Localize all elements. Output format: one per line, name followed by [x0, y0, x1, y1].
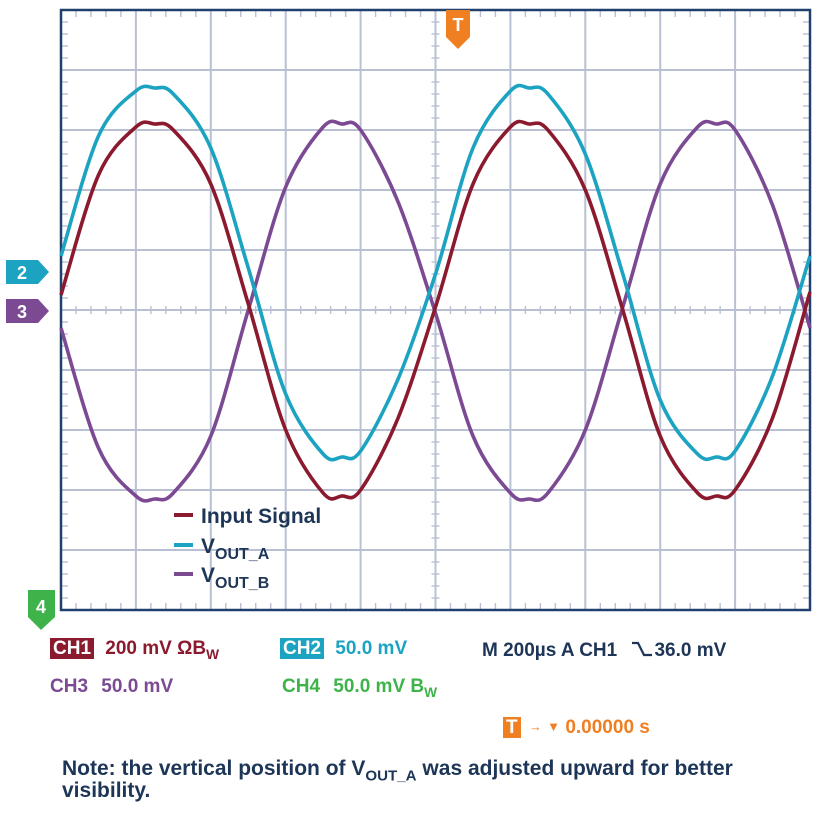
trigger-time-badge: T	[503, 717, 521, 738]
ch4-readout: CH4 50.0 mV BW	[282, 676, 437, 699]
arrow-right-icon: →	[528, 719, 542, 734]
ch3-readout: CH3 50.0 mV	[50, 677, 173, 696]
trigger-time: 0.00000 s	[565, 717, 650, 738]
ch1-bandwidth-sub: W	[206, 646, 219, 662]
trace-input-signal	[59, 119, 812, 501]
figure-note: Note: the vertical position of VOUT_A wa…	[62, 758, 812, 802]
ch4-setting: 50.0 mV B	[333, 676, 425, 697]
note-subscript: OUT_A	[365, 767, 417, 785]
ch3-label: CH3	[50, 676, 89, 697]
ch2-badge: CH2	[280, 638, 325, 659]
ch1-readout: CH1 200 mV ΩBW	[50, 638, 219, 662]
ch1-setting: 200 mV ΩB	[105, 638, 207, 659]
triangle-down-icon: ▼	[547, 719, 561, 734]
trigger-position-marker[interactable]: T	[446, 10, 470, 49]
legend-label-vouta: VOUT_A	[201, 535, 270, 563]
timebase-setting: M 200µs A CH1	[482, 640, 618, 661]
trigger-level: 36.0 mV	[654, 640, 727, 661]
legend-label-voutb: VOUT_B	[201, 564, 269, 592]
plot-frame	[59, 8, 812, 612]
ch2-readout: CH2 50.0 mV	[280, 638, 407, 659]
ch3-marker-label: 3	[17, 302, 27, 322]
trace-vout-a	[59, 83, 812, 462]
ch2-level-marker[interactable]: 2	[6, 260, 49, 284]
ch2-marker-label: 2	[17, 263, 27, 283]
ch3-setting: 50.0 mV	[101, 676, 174, 697]
ch4-bandwidth-sub: W	[424, 684, 438, 700]
falling-edge-icon	[632, 641, 653, 657]
ch3-level-marker[interactable]: 3	[6, 299, 49, 323]
traces	[59, 83, 812, 503]
ch4-label: CH4	[282, 676, 321, 697]
ch4-marker-label: 4	[36, 597, 46, 617]
ch2-setting: 50.0 mV	[335, 638, 408, 659]
legend: Input Signal VOUT_A VOUT_B	[174, 505, 321, 592]
note-text-a: Note: the vertical position of V	[62, 757, 366, 780]
oscilloscope-display: Input Signal VOUT_A VOUT_B T 2 3 4	[6, 8, 812, 630]
ch4-level-marker[interactable]: 4	[28, 590, 55, 630]
note-text-b: was adjusted upward for better visibilit…	[62, 757, 733, 802]
trigger-time-readout: T → ▼ 0.00000 s	[503, 717, 650, 738]
trace-vout-b	[59, 119, 812, 503]
legend-label-input: Input Signal	[201, 505, 321, 528]
timebase-readout: M 200µs A CH1 36.0 mV	[482, 640, 726, 660]
ch1-badge: CH1	[50, 638, 95, 659]
trigger-marker-label: T	[453, 15, 464, 35]
